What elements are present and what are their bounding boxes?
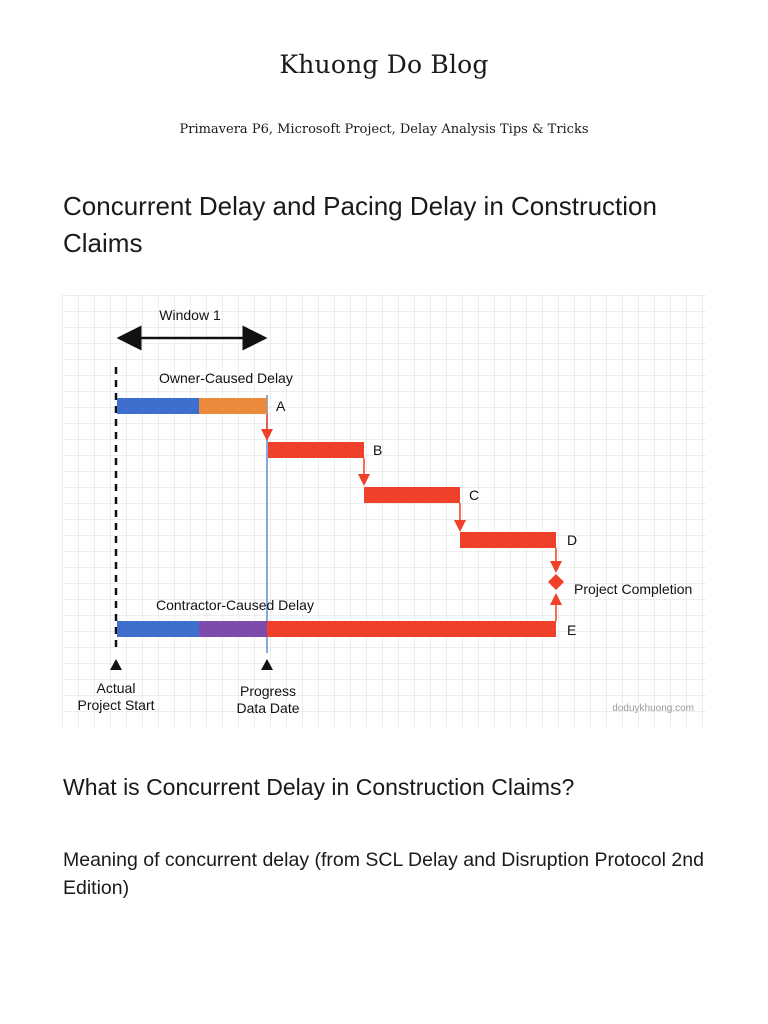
project-start-marker (110, 659, 122, 670)
post-title: Concurrent Delay and Pacing Delay in Con… (63, 191, 657, 258)
activity-b-bar (268, 442, 364, 458)
activity-a-completed-bar (117, 398, 199, 414)
activity-a-label: A (276, 398, 286, 414)
activity-e-contractor-delay-bar (199, 621, 267, 637)
watermark: doduykhuong.com (612, 703, 694, 714)
data-date-label-line1: Progress (240, 683, 296, 699)
window-label: Window 1 (159, 307, 221, 323)
activity-a-owner-delay-bar (199, 398, 267, 414)
activity-c-bar (364, 487, 460, 503)
owner-delay-label: Owner-Caused Delay (159, 370, 293, 386)
grid-lines (62, 295, 706, 727)
activity-b-label: B (373, 442, 382, 458)
blog-title[interactable]: Khuong Do Blog (279, 50, 489, 79)
activity-c-label: C (469, 487, 479, 503)
milestone-label: Project Completion (574, 581, 692, 597)
blog-tagline: Primavera P6, Microsoft Project, Delay A… (179, 122, 589, 137)
project-completion-milestone (548, 574, 564, 590)
body-paragraph: Meaning of concurrent delay (from SCL De… (63, 849, 704, 899)
contractor-delay-label: Contractor-Caused Delay (156, 597, 314, 613)
activity-d-bar (460, 532, 556, 548)
activity-d-label: D (567, 532, 577, 548)
activity-e-completed-bar (117, 621, 199, 637)
delay-diagram: Window 1 Owner-Caused Delay A B C D Proj… (62, 295, 706, 727)
data-date-marker (261, 659, 273, 670)
data-date-label-line2: Data Date (236, 700, 299, 716)
section-heading: What is Concurrent Delay in Construction… (63, 774, 575, 800)
project-start-label-line1: Actual (97, 680, 136, 696)
activity-e-label: E (567, 622, 576, 638)
activity-e-remaining-bar (267, 621, 556, 637)
project-start-label-line2: Project Start (77, 697, 154, 713)
